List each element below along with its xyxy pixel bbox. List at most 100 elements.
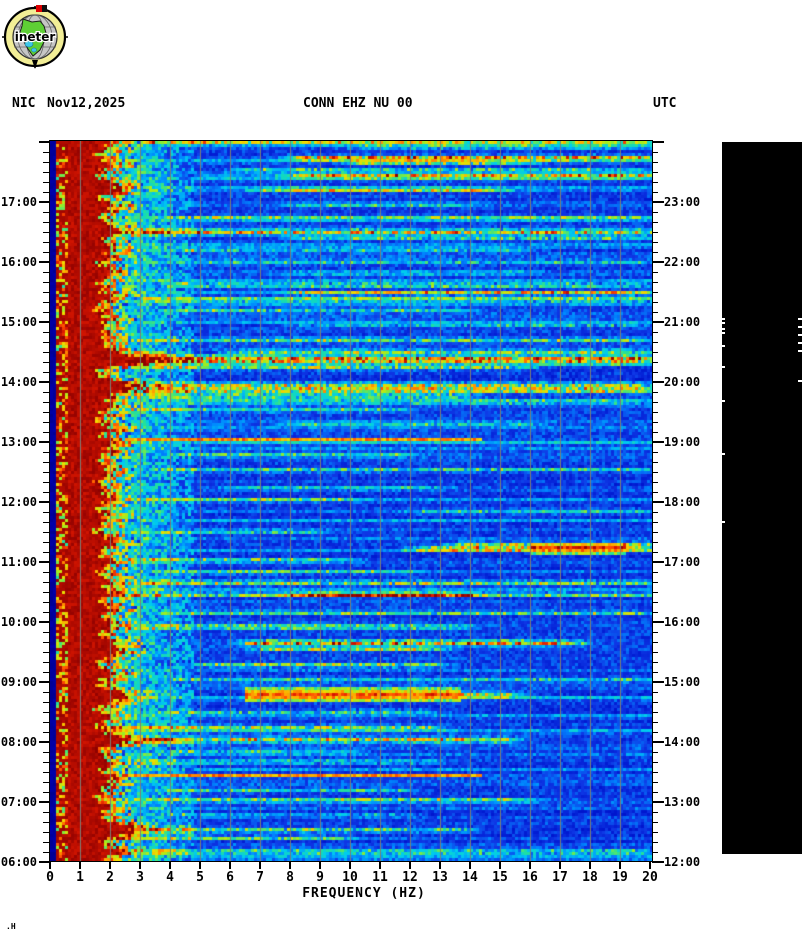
y-axis-label-local: 08:00 bbox=[0, 735, 37, 749]
y-tick-left bbox=[43, 451, 49, 453]
y-tick-right bbox=[652, 791, 658, 793]
y-tick-left bbox=[39, 741, 49, 743]
date-label: Nov12,2025 bbox=[47, 96, 126, 111]
y-tick-right bbox=[652, 551, 658, 553]
y-axis-label-utc: 18:00 bbox=[664, 495, 701, 509]
side-bar-speck bbox=[798, 350, 802, 352]
y-tick-left bbox=[39, 321, 49, 323]
side-bar bbox=[722, 142, 802, 854]
y-tick-right bbox=[652, 831, 658, 833]
y-tick-left bbox=[43, 481, 49, 483]
y-axis-label-local: 14:00 bbox=[0, 375, 37, 389]
y-tick-right bbox=[652, 731, 658, 733]
x-tick bbox=[499, 862, 501, 869]
side-bar-speck bbox=[722, 332, 725, 334]
y-tick-right bbox=[652, 761, 658, 763]
x-tick bbox=[289, 862, 291, 869]
y-tick-right bbox=[652, 301, 658, 303]
channel-label: CONN EHZ NU 00 bbox=[303, 96, 413, 111]
y-tick-left bbox=[43, 721, 49, 723]
x-axis-label: 19 bbox=[612, 870, 628, 885]
y-tick-right bbox=[652, 561, 664, 563]
y-axis-label-utc: 16:00 bbox=[664, 615, 701, 629]
side-bar-speck bbox=[798, 380, 802, 382]
y-tick-right bbox=[652, 171, 658, 173]
y-tick-right bbox=[652, 751, 658, 753]
x-axis-label: 10 bbox=[342, 870, 358, 885]
y-axis-label-utc: 21:00 bbox=[664, 315, 701, 329]
x-axis-label: 12 bbox=[402, 870, 418, 885]
x-axis-label: 1 bbox=[76, 870, 84, 885]
y-tick-right bbox=[652, 681, 664, 683]
x-tick bbox=[349, 862, 351, 869]
y-tick-right bbox=[652, 251, 658, 253]
y-tick-right bbox=[652, 231, 658, 233]
y-tick-right bbox=[652, 441, 664, 443]
utc-label: UTC bbox=[653, 96, 677, 111]
y-axis-label-utc: 14:00 bbox=[664, 735, 701, 749]
y-tick-right bbox=[652, 621, 664, 623]
side-bar-speck bbox=[722, 453, 725, 455]
x-tick bbox=[559, 862, 561, 869]
y-tick-left bbox=[43, 221, 49, 223]
logo-lake-nicaragua bbox=[24, 40, 34, 48]
y-axis-label-local: 11:00 bbox=[0, 555, 37, 569]
y-axis-label-local: 16:00 bbox=[0, 255, 37, 269]
y-tick-left bbox=[43, 491, 49, 493]
y-tick-left bbox=[43, 791, 49, 793]
y-tick-left bbox=[43, 661, 49, 663]
x-tick bbox=[259, 862, 261, 869]
y-tick-right bbox=[652, 451, 658, 453]
y-tick-right bbox=[652, 141, 664, 143]
y-tick-right bbox=[652, 641, 658, 643]
y-tick-left bbox=[43, 271, 49, 273]
y-axis-label-utc: 19:00 bbox=[664, 435, 701, 449]
y-tick-right bbox=[652, 841, 658, 843]
x-tick bbox=[589, 862, 591, 869]
y-tick-left bbox=[43, 171, 49, 173]
y-tick-right bbox=[652, 511, 658, 513]
y-tick-left bbox=[43, 521, 49, 523]
y-tick-left bbox=[39, 441, 49, 443]
y-tick-left bbox=[43, 151, 49, 153]
y-tick-left bbox=[43, 631, 49, 633]
y-tick-right bbox=[652, 501, 664, 503]
y-tick-left bbox=[43, 391, 49, 393]
y-tick-left bbox=[43, 181, 49, 183]
y-tick-right bbox=[652, 521, 658, 523]
x-axis-label: 6 bbox=[226, 870, 234, 885]
y-axis-label-local: 12:00 bbox=[0, 495, 37, 509]
y-axis-label-utc: 17:00 bbox=[664, 555, 701, 569]
logo-lake-managua bbox=[31, 47, 37, 53]
y-tick-left bbox=[43, 251, 49, 253]
y-axis-label-local: 17:00 bbox=[0, 195, 37, 209]
y-axis-label-utc: 12:00 bbox=[664, 855, 701, 869]
y-tick-left bbox=[43, 231, 49, 233]
y-tick-right bbox=[652, 351, 658, 353]
y-tick-right bbox=[652, 371, 658, 373]
logo-nicaragua-map bbox=[19, 18, 47, 57]
y-tick-right bbox=[652, 411, 658, 413]
y-tick-right bbox=[652, 321, 664, 323]
y-tick-right bbox=[652, 571, 658, 573]
y-tick-right bbox=[652, 801, 664, 803]
y-tick-left bbox=[43, 601, 49, 603]
spectrogram-heatmap bbox=[50, 141, 652, 861]
y-tick-right bbox=[652, 461, 658, 463]
y-tick-right bbox=[652, 261, 664, 263]
y-tick-right bbox=[652, 291, 658, 293]
x-axis-title: FREQUENCY (HZ) bbox=[302, 886, 426, 901]
y-tick-left bbox=[39, 141, 49, 143]
y-tick-right bbox=[652, 811, 658, 813]
x-axis-label: 4 bbox=[166, 870, 174, 885]
y-tick-left bbox=[43, 461, 49, 463]
y-tick-right bbox=[652, 361, 658, 363]
y-tick-right bbox=[652, 671, 658, 673]
y-tick-left bbox=[43, 641, 49, 643]
y-tick-left bbox=[43, 541, 49, 543]
x-tick bbox=[319, 862, 321, 869]
y-tick-left bbox=[43, 751, 49, 753]
x-tick bbox=[379, 862, 381, 869]
x-axis-label: 7 bbox=[256, 870, 264, 885]
x-axis-label: 5 bbox=[196, 870, 204, 885]
